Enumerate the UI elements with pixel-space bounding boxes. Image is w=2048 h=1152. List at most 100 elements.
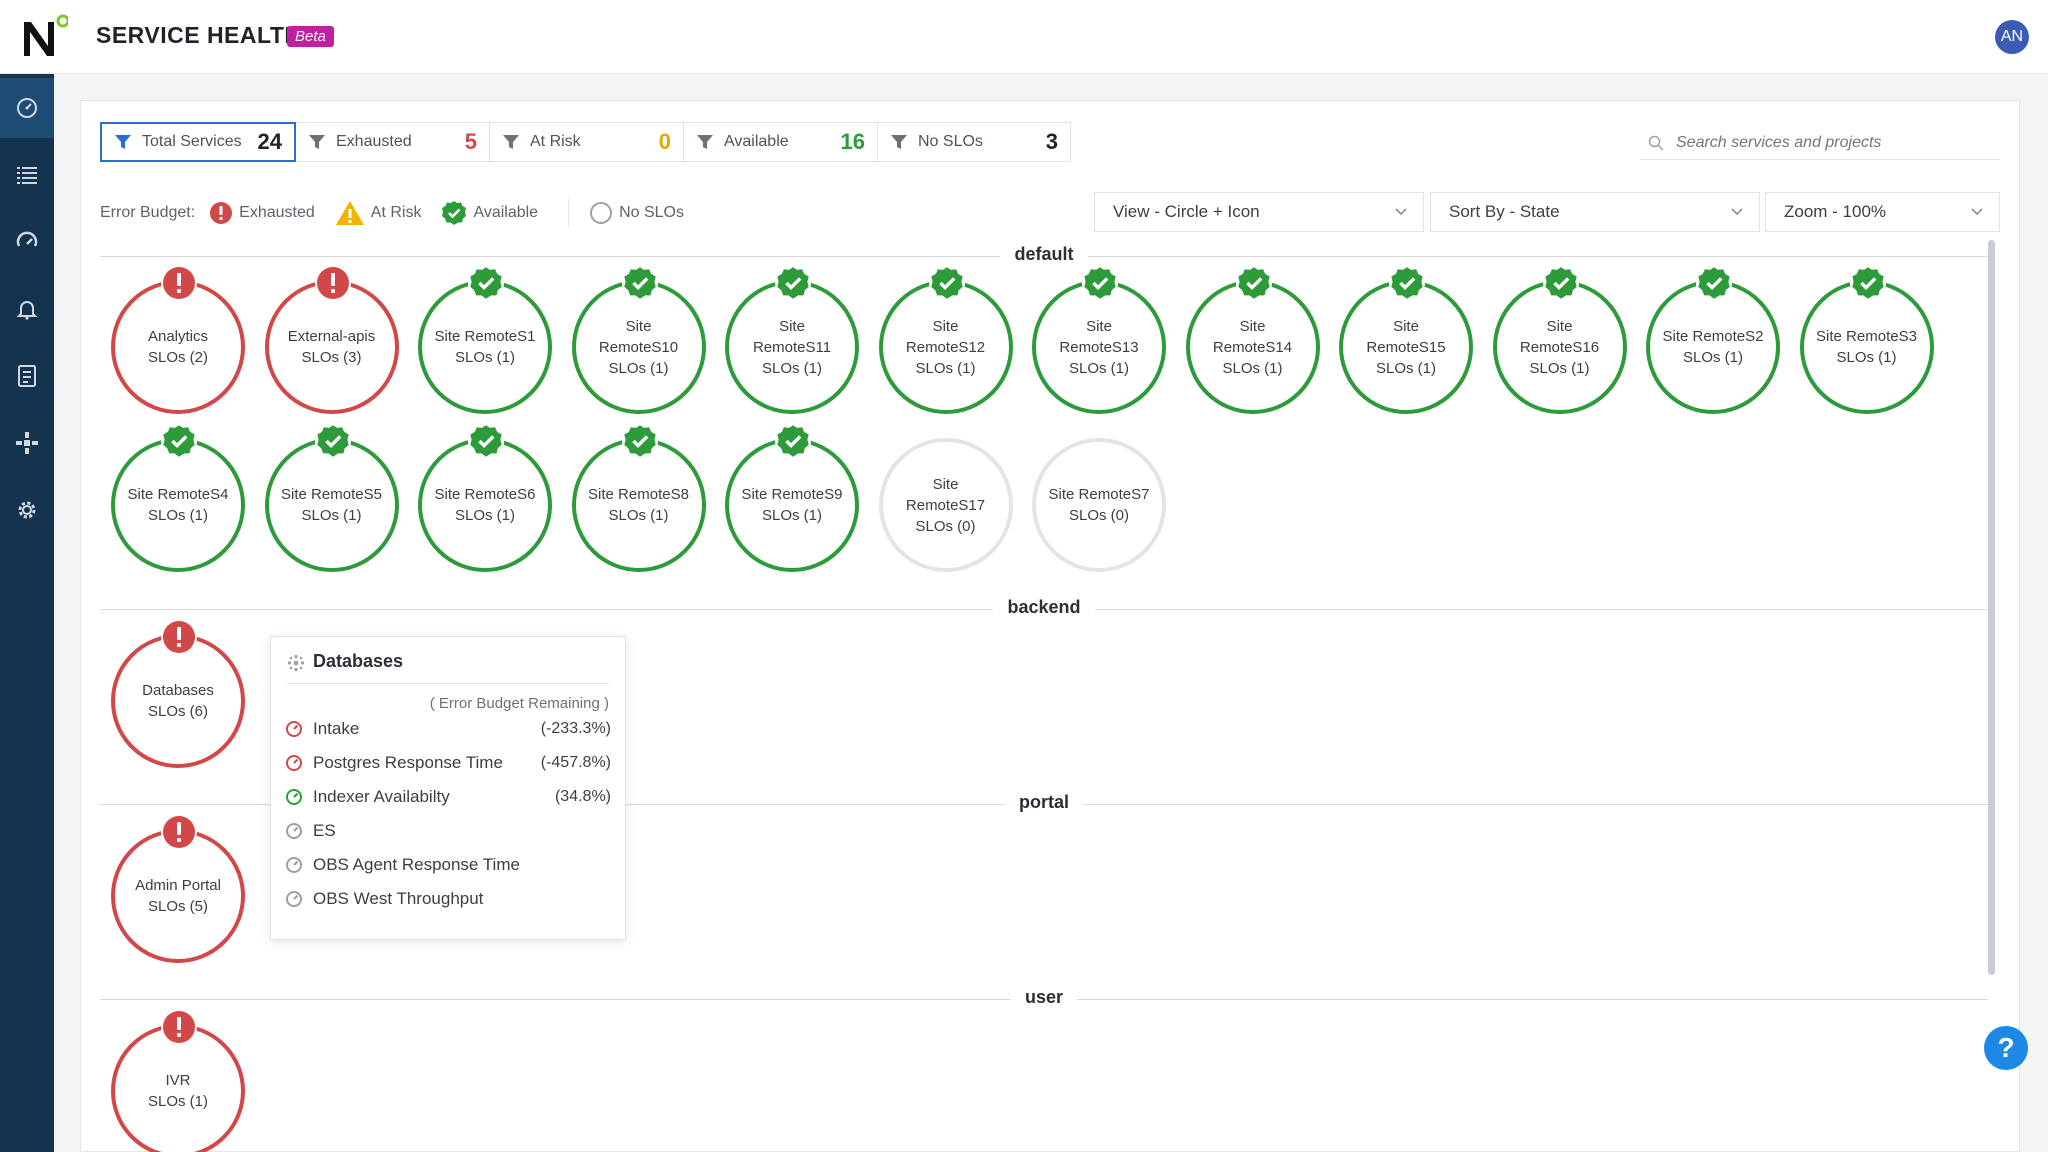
nobl9-logo[interactable] [22, 14, 68, 60]
service-circle[interactable]: IVR SLOs (1) [108, 1009, 248, 1152]
status-badge [621, 423, 658, 459]
service-name: Databases [142, 682, 214, 699]
service-circle[interactable]: Site RemoteS1 SLOs (1) [415, 265, 555, 414]
status-badge [161, 423, 197, 459]
service-slo-count: SLOs (1) [761, 359, 822, 377]
service-circle[interactable]: Site RemoteS3 SLOs (1) [1797, 265, 1937, 414]
service-circle[interactable]: Site RemoteS6 SLOs (1) [415, 423, 555, 572]
service-ring: Site RemoteS7 SLOs (0) [1032, 438, 1166, 572]
check-icon [1851, 267, 1884, 299]
filter-available[interactable]: Available 16 [684, 122, 878, 162]
service-name: Analytics [147, 328, 209, 345]
exhausted-icon [210, 202, 233, 224]
check-icon [316, 425, 349, 457]
service-circle[interactable]: Site RemoteS16 SLOs (1) [1490, 265, 1630, 414]
service-ring: Site RemoteS9 SLOs (1) [725, 438, 859, 572]
sidebar-item-list[interactable] [0, 145, 54, 205]
filter-no-slos[interactable]: No SLOs 3 [878, 122, 1071, 162]
sidebar-item-alerts[interactable] [0, 279, 54, 339]
tooltip-slo-row[interactable]: Intake (-233.3%) [285, 716, 611, 742]
service-circle[interactable]: Site RemoteS5 SLOs (1) [262, 423, 402, 572]
tooltip-slo-row[interactable]: Indexer Availabilty (34.8%) [285, 784, 611, 810]
status-badge [775, 265, 811, 301]
sidebar-item-reports[interactable] [0, 346, 54, 406]
service-circle[interactable]: Site RemoteS11 SLOs (1) [722, 265, 862, 414]
legend-title: Error Budget: [100, 204, 196, 221]
service-name: Site RemoteS10 [598, 317, 679, 356]
service-name: Site RemoteS2 [1662, 328, 1764, 345]
sidebar-item-settings[interactable] [0, 480, 54, 540]
service-circle[interactable]: Site RemoteS17 SLOs (0) [876, 428, 1016, 572]
service-tooltip: Databases ( Error Budget Remaining ) Int… [270, 636, 626, 940]
service-circle[interactable]: Site RemoteS4 SLOs (1) [108, 423, 248, 572]
scrollbar[interactable] [1988, 240, 1995, 975]
legend-label: Available [473, 204, 539, 221]
tooltip-slo-row[interactable]: OBS West Throughput [285, 886, 611, 912]
tooltip-title: Databases [313, 651, 404, 671]
slo-name: Postgres Response Time [313, 753, 503, 772]
service-ring: IVR SLOs (1) [111, 1024, 245, 1152]
tooltip-slo-row[interactable]: Postgres Response Time (-457.8%) [285, 750, 611, 776]
warning-icon [335, 201, 364, 225]
avatar[interactable]: AN [1995, 20, 2029, 54]
tooltip-slo-row[interactable]: ES [285, 818, 611, 844]
status-badge [928, 265, 965, 301]
service-name: Site RemoteS9 [741, 486, 843, 503]
view-select[interactable]: View - Circle + Icon [1094, 192, 1424, 232]
tooltip-slo-row[interactable]: OBS Agent Response Time [285, 852, 611, 878]
beta-badge: Beta [287, 26, 334, 47]
sidebar-item-integrations[interactable] [0, 413, 54, 473]
report-icon [18, 365, 36, 387]
filter-at-risk[interactable]: At Risk 0 [490, 122, 684, 162]
filter-exhausted[interactable]: Exhausted 5 [296, 122, 490, 162]
service-slo-count: SLOs (1) [1682, 349, 1743, 366]
service-circle[interactable]: External-apis SLOs (3) [262, 265, 402, 414]
service-ring: Databases SLOs (6) [111, 634, 245, 768]
service-name: Site RemoteS4 [127, 486, 229, 503]
service-circle[interactable]: Site RemoteS12 SLOs (1) [876, 265, 1016, 414]
service-ring: External-apis SLOs (3) [264, 280, 399, 414]
service-slo-count: SLOs (3) [301, 349, 362, 366]
service-slo-count: SLOs (1) [147, 507, 208, 524]
page-title: SERVICE HEALTH [96, 22, 302, 48]
service-circle[interactable]: Site RemoteS10 SLOs (1) [569, 265, 709, 414]
status-badge [1696, 265, 1732, 301]
service-ring: Site RemoteS15 SLOs (1) [1339, 280, 1473, 414]
service-circle[interactable]: Site RemoteS9 SLOs (1) [722, 423, 862, 572]
filter-total-services[interactable]: Total Services 24 [100, 122, 296, 162]
legend-divider [568, 199, 570, 227]
service-circle[interactable]: Site RemoteS8 SLOs (1) [569, 423, 709, 572]
service-name: Site RemoteS6 [434, 486, 536, 503]
search-box [1640, 126, 2000, 160]
service-circle[interactable]: Admin Portal SLOs (5) [108, 814, 248, 963]
service-circle[interactable]: Site RemoteS2 SLOs (1) [1643, 265, 1783, 414]
zoom-select[interactable]: Zoom - 100% [1765, 192, 2000, 232]
service-circle[interactable]: Site RemoteS15 SLOs (1) [1336, 265, 1476, 414]
status-badge [775, 423, 811, 459]
service-name: Site RemoteS3 [1816, 328, 1917, 345]
service-slo-count: SLOs (2) [147, 349, 208, 366]
slo-name: Intake [313, 719, 360, 738]
service-name: Admin Portal [135, 877, 221, 894]
search-input[interactable] [1676, 133, 1976, 152]
service-ring: Site RemoteS8 SLOs (1) [571, 438, 706, 572]
top-bar: SERVICE HEALTH Beta AN [0, 0, 2048, 74]
filter-count: 3 [1045, 129, 1058, 154]
service-circle[interactable]: Databases SLOs (6) [108, 619, 248, 768]
service-circle[interactable]: Site RemoteS7 SLOs (0) [1029, 428, 1169, 572]
sidebar-item-slo[interactable] [0, 212, 54, 272]
check-icon [470, 425, 502, 457]
service-ring: Site RemoteS4 SLOs (1) [111, 438, 245, 572]
service-circle[interactable]: Site RemoteS13 SLOs (1) [1029, 265, 1169, 414]
service-ring: Site RemoteS3 SLOs (1) [1799, 280, 1934, 414]
service-ring: Site RemoteS6 SLOs (1) [418, 438, 552, 572]
slo-name: OBS Agent Response Time [313, 855, 520, 874]
help-button[interactable]: ? [1984, 1026, 2028, 1070]
service-ring: Site RemoteS17 SLOs (0) [878, 438, 1013, 572]
filter-icon [115, 135, 131, 149]
service-circle[interactable]: Analytics SLOs (2) [108, 265, 248, 414]
service-circle[interactable]: Site RemoteS14 SLOs (1) [1183, 265, 1323, 414]
service-name: Site RemoteS13 [1059, 317, 1139, 356]
sidebar-item-dashboard[interactable] [0, 78, 54, 138]
sort-select[interactable]: Sort By - State [1430, 192, 1760, 232]
